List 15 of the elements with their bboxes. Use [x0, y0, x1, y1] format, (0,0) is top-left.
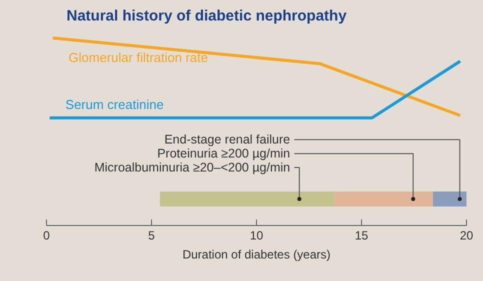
x-tick-label: 5	[148, 228, 156, 242]
bar	[334, 191, 433, 206]
series-label: Serum creatinine	[65, 96, 164, 112]
chart-title: Natural history of diabetic nephropathy	[66, 8, 348, 24]
x-axis-title: Duration of diabetes (years)	[182, 248, 331, 262]
text: Proteinuria ≥200 µg/min	[157, 146, 290, 161]
bar	[432, 191, 466, 206]
x-tick-label: 0	[43, 228, 50, 242]
bar	[160, 191, 334, 206]
series-label: Glomerular filtration rate	[68, 50, 208, 66]
text: End-stage renal failure	[164, 132, 290, 147]
series-label: Microalbuminuria ≥20–<200 µg/min	[94, 160, 290, 175]
x-tick-label: 20	[460, 228, 474, 242]
x-tick-label: 15	[354, 228, 368, 242]
x-tick-label: 10	[250, 228, 264, 242]
